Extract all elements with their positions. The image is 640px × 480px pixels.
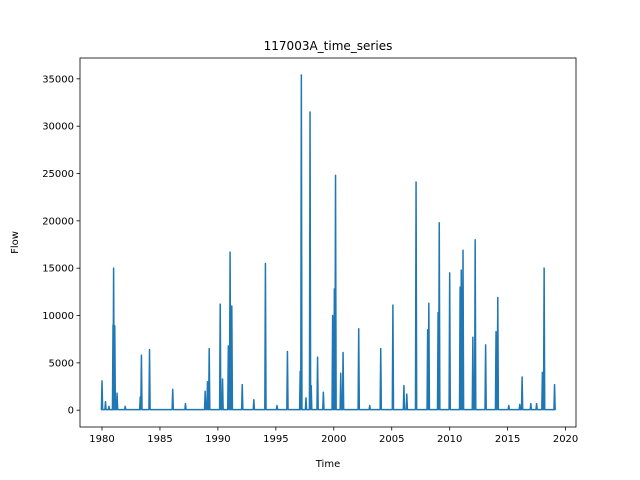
y-tick-label: 35000	[42, 74, 74, 85]
x-tick-label: 1995	[263, 434, 288, 445]
plot-area	[79, 57, 577, 428]
chart-title: 117003A_time_series	[264, 39, 393, 53]
y-tick-label: 5000	[49, 358, 74, 369]
x-tick-label: 2005	[379, 434, 404, 445]
x-tick-label: 2000	[321, 434, 346, 445]
y-tick-label: 30000	[42, 122, 74, 133]
x-tick-label: 2010	[437, 434, 462, 445]
x-tick-label: 2015	[495, 434, 520, 445]
x-tick-label: 1980	[89, 434, 114, 445]
plot-background	[80, 58, 576, 427]
y-axis: 0 5000 10000 15000 20000 25000 30000 35000	[42, 74, 80, 417]
y-tick-label: 0	[68, 406, 74, 417]
y-tick-label: 15000	[42, 264, 74, 275]
x-tick-label: 2020	[553, 434, 578, 445]
x-tick-label: 1985	[147, 434, 172, 445]
x-axis-title: Time	[315, 459, 340, 470]
y-tick-label: 25000	[42, 169, 74, 180]
x-tick-label: 1990	[205, 434, 230, 445]
x-axis: 1980 1985 1990 1995 2000 2005 2010 2015 2020	[89, 427, 578, 445]
flow-series-line	[100, 74, 556, 411]
y-tick-label: 20000	[42, 216, 74, 227]
y-tick-label: 10000	[42, 311, 74, 322]
y-axis-title: Flow	[10, 231, 21, 254]
plot-frame	[79, 57, 577, 428]
